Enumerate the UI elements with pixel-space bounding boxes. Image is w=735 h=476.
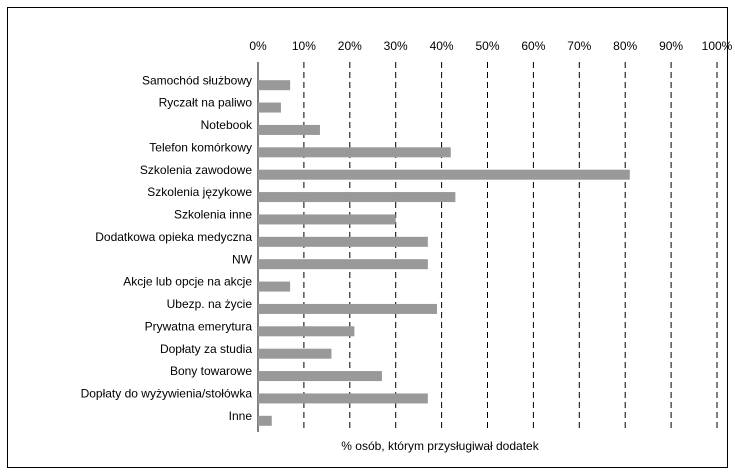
bar xyxy=(258,80,291,91)
y-tick-label: Telefon komórkowy xyxy=(149,140,252,154)
x-tick-label: 60% xyxy=(521,39,545,53)
x-tick-label: 30% xyxy=(384,39,408,53)
y-tick-label: Ubezp. na życie xyxy=(167,297,253,311)
bar xyxy=(258,326,355,337)
bar xyxy=(258,124,320,135)
x-tick-label: 40% xyxy=(430,39,454,53)
bar xyxy=(258,259,428,270)
y-tick-label: Prywatna emerytura xyxy=(145,319,253,333)
bar xyxy=(258,393,428,404)
y-tick-label: Samochód służbowy xyxy=(142,73,252,87)
y-tick-label: Dopłaty za studia xyxy=(160,342,252,356)
bar xyxy=(258,415,272,426)
x-tick-label: 80% xyxy=(613,39,637,53)
bar xyxy=(258,371,382,382)
bar xyxy=(258,169,630,180)
y-tick-label: Bony towarowe xyxy=(170,364,252,378)
x-axis-label: % osób, którym przysługiwał dodatek xyxy=(341,439,539,453)
y-tick-label: Dodatkowa opieka medyczna xyxy=(95,230,252,244)
x-tick-label: 100% xyxy=(702,39,733,53)
bar xyxy=(258,192,456,203)
y-tick-label: Ryczałt na paliwo xyxy=(159,96,253,110)
x-tick-label: 90% xyxy=(659,39,683,53)
x-tick-label: 20% xyxy=(338,39,362,53)
x-tick-label: 0% xyxy=(249,39,267,53)
x-tick-label: 70% xyxy=(567,39,591,53)
y-tick-label: Dopłaty do wyżywienia/stołówka xyxy=(81,387,253,401)
y-tick-label: Szkolenia zawodowe xyxy=(140,163,252,177)
bar xyxy=(258,348,332,359)
x-tick-label: 10% xyxy=(292,39,316,53)
bar xyxy=(258,102,281,113)
y-tick-label: NW xyxy=(232,252,253,266)
y-tick-label: Szkolenia językowe xyxy=(147,185,252,199)
bar xyxy=(258,236,428,247)
y-tick-label: Akcje lub opcje na akcje xyxy=(123,275,252,289)
x-tick-label: 50% xyxy=(475,39,499,53)
y-tick-label: Inne xyxy=(229,409,253,423)
bar xyxy=(258,281,291,292)
y-tick-label: Szkolenia inne xyxy=(174,208,252,222)
y-tick-label: Notebook xyxy=(201,118,253,132)
bar xyxy=(258,214,396,225)
bar xyxy=(258,303,438,314)
bar xyxy=(258,147,451,158)
